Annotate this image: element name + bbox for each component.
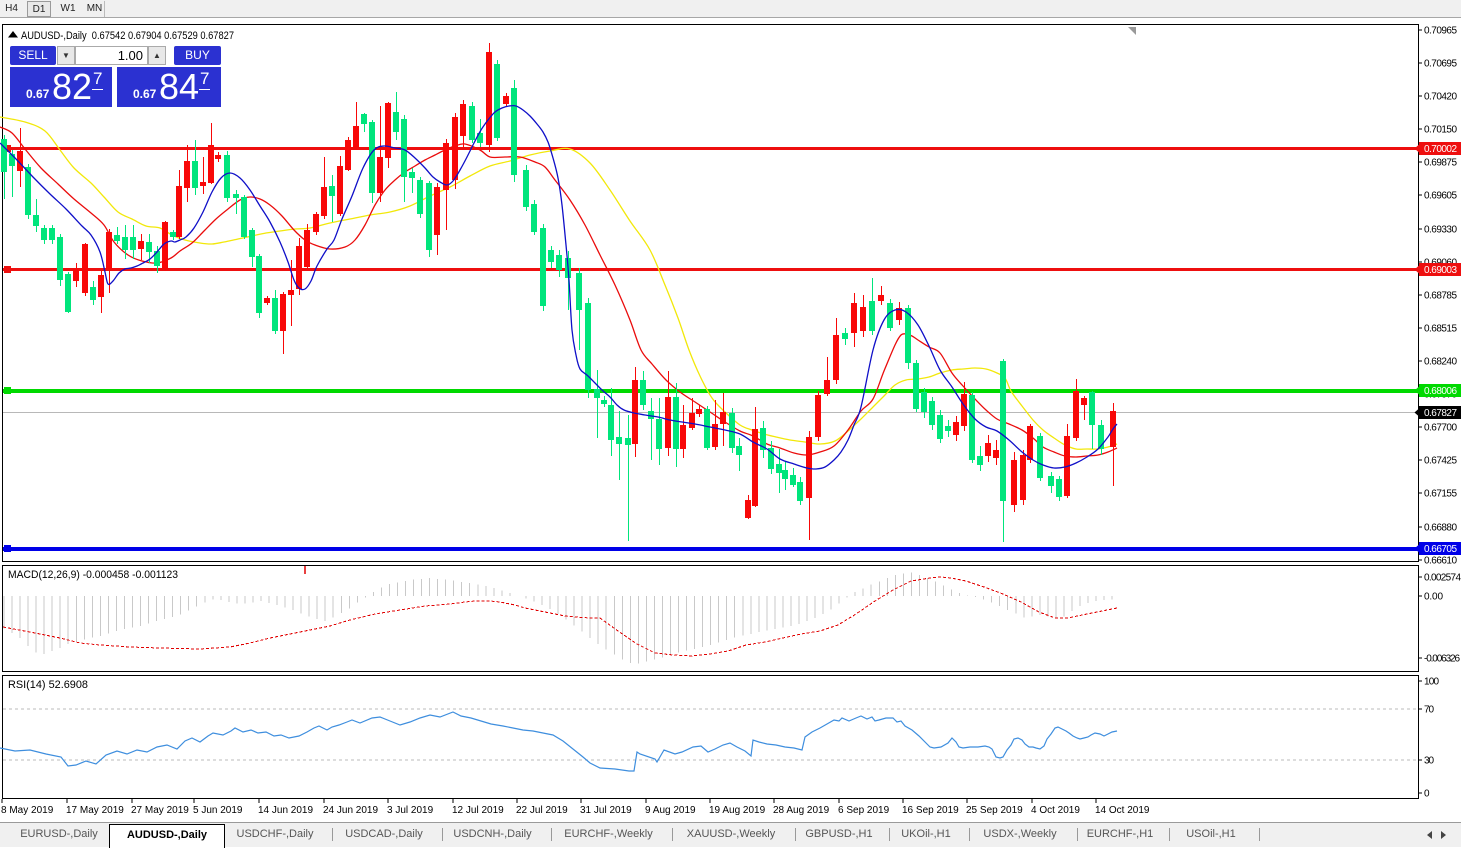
svg-text:70: 70 bbox=[1424, 705, 1434, 716]
svg-text:0.70965: 0.70965 bbox=[1424, 26, 1457, 37]
svg-text:0.66610: 0.66610 bbox=[1424, 556, 1457, 567]
svg-text:0.66705: 0.66705 bbox=[1424, 544, 1457, 555]
svg-text:0.68785: 0.68785 bbox=[1424, 291, 1457, 302]
svg-text:0.69875: 0.69875 bbox=[1424, 158, 1457, 169]
svg-text:0.00: 0.00 bbox=[1424, 592, 1443, 603]
svg-text:22 Jul 2019: 22 Jul 2019 bbox=[516, 805, 568, 816]
svg-text:0.70150: 0.70150 bbox=[1424, 125, 1457, 136]
svg-text:17 May 2019: 17 May 2019 bbox=[66, 805, 124, 816]
svg-text:16 Sep 2019: 16 Sep 2019 bbox=[902, 805, 959, 816]
svg-text:0.70420: 0.70420 bbox=[1424, 92, 1457, 103]
svg-text:0.002574: 0.002574 bbox=[1424, 573, 1461, 584]
svg-text:0.67425: 0.67425 bbox=[1424, 456, 1457, 467]
svg-text:9 Aug 2019: 9 Aug 2019 bbox=[645, 805, 696, 816]
svg-text:0.69003: 0.69003 bbox=[1424, 265, 1457, 276]
svg-text:0.69605: 0.69605 bbox=[1424, 191, 1457, 202]
svg-text:AUDUSD-,Daily 0.67542 0.67904: AUDUSD-,Daily 0.67542 0.67904 0.67529 0.… bbox=[21, 30, 234, 42]
svg-text:-0.006326: -0.006326 bbox=[1424, 654, 1460, 665]
svg-text:30: 30 bbox=[1424, 756, 1434, 767]
svg-text:27 May 2019: 27 May 2019 bbox=[131, 805, 189, 816]
svg-text:100: 100 bbox=[1424, 677, 1439, 688]
svg-text:0.69330: 0.69330 bbox=[1424, 225, 1457, 236]
svg-text:0.70695: 0.70695 bbox=[1424, 59, 1457, 70]
svg-text:0.68240: 0.68240 bbox=[1424, 357, 1457, 368]
svg-text:0.67827: 0.67827 bbox=[1424, 408, 1457, 419]
svg-text:0.68006: 0.68006 bbox=[1424, 386, 1457, 397]
svg-text:31 Jul 2019: 31 Jul 2019 bbox=[580, 805, 632, 816]
svg-text:24 Jun 2019: 24 Jun 2019 bbox=[323, 805, 378, 816]
svg-text:0.66880: 0.66880 bbox=[1424, 523, 1457, 534]
svg-text:0.67700: 0.67700 bbox=[1424, 423, 1457, 434]
svg-text:14 Jun 2019: 14 Jun 2019 bbox=[258, 805, 313, 816]
svg-text:14 Oct 2019: 14 Oct 2019 bbox=[1095, 805, 1150, 816]
svg-text:8 May 2019: 8 May 2019 bbox=[1, 805, 54, 816]
svg-text:3 Jul 2019: 3 Jul 2019 bbox=[387, 805, 434, 816]
svg-text:0: 0 bbox=[1424, 789, 1430, 800]
svg-text:25 Sep 2019: 25 Sep 2019 bbox=[966, 805, 1023, 816]
svg-text:19 Aug 2019: 19 Aug 2019 bbox=[709, 805, 766, 816]
svg-text:5 Jun 2019: 5 Jun 2019 bbox=[193, 805, 243, 816]
svg-text:28 Aug 2019: 28 Aug 2019 bbox=[773, 805, 830, 816]
svg-text:MACD(12,26,9) -0.000458 -0.001: MACD(12,26,9) -0.000458 -0.001123 bbox=[8, 569, 178, 581]
svg-text:RSI(14) 52.6908: RSI(14) 52.6908 bbox=[8, 679, 88, 691]
svg-text:0.70002: 0.70002 bbox=[1424, 144, 1457, 155]
svg-text:4 Oct 2019: 4 Oct 2019 bbox=[1031, 805, 1080, 816]
svg-text:0.67155: 0.67155 bbox=[1424, 489, 1457, 500]
svg-text:0.68515: 0.68515 bbox=[1424, 324, 1457, 335]
svg-text:12 Jul 2019: 12 Jul 2019 bbox=[452, 805, 504, 816]
svg-text:6 Sep 2019: 6 Sep 2019 bbox=[838, 805, 890, 816]
